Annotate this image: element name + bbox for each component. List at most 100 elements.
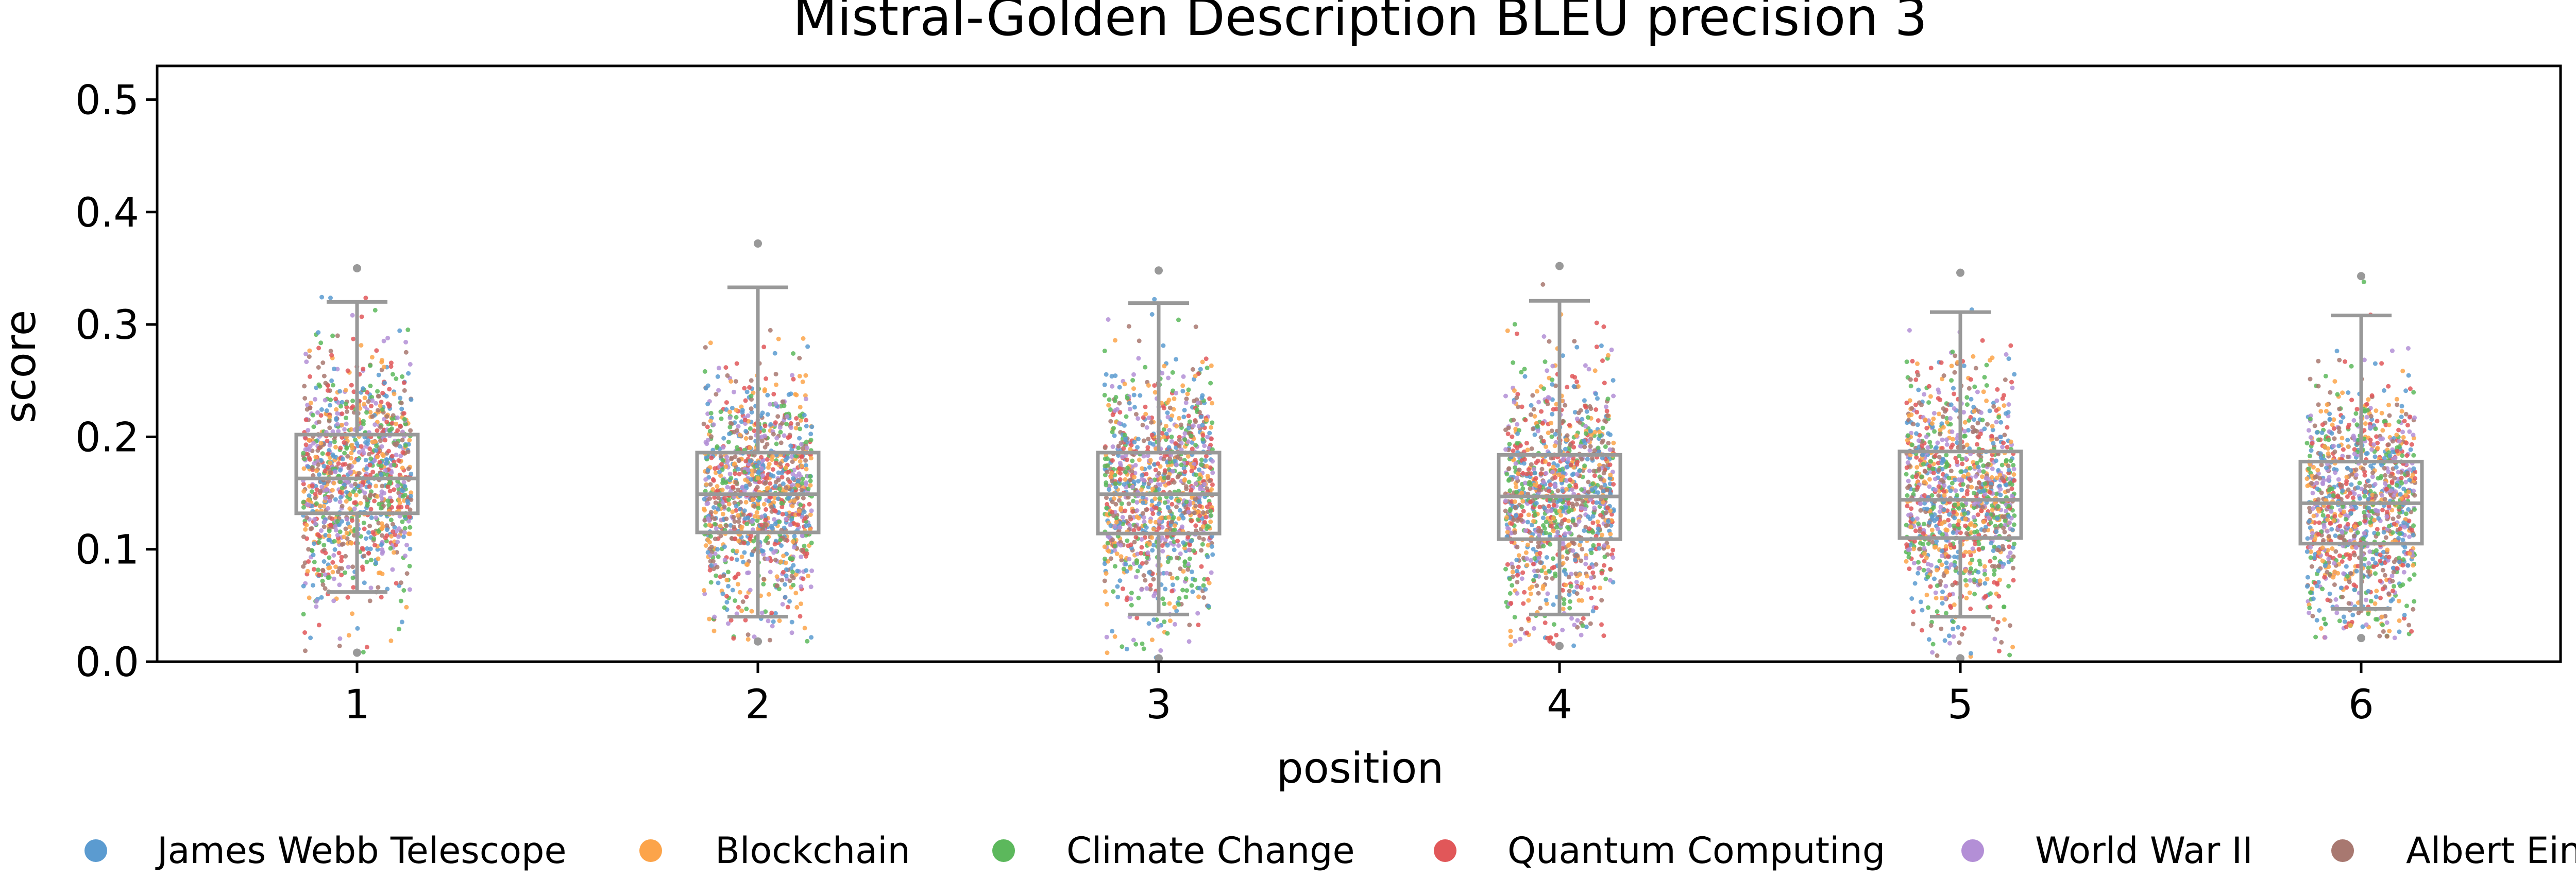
strip-point [1182, 431, 1188, 436]
strip-point [1182, 408, 1187, 413]
strip-point [1184, 484, 1189, 489]
strip-point [1142, 478, 1147, 483]
strip-point [792, 468, 796, 473]
strip-point [776, 336, 781, 341]
strip-point [1136, 479, 1141, 484]
strip-point [1545, 368, 1550, 373]
strip-point [1117, 401, 1122, 406]
strip-point [1123, 438, 1128, 443]
strip-point [308, 526, 313, 531]
strip-point [1586, 479, 1591, 485]
strip-point [1956, 506, 1961, 511]
strip-point [1514, 558, 1519, 562]
strip-point [339, 555, 344, 560]
strip-point [743, 516, 748, 521]
strip-point [303, 527, 308, 532]
strip-point [1131, 479, 1137, 485]
strip-point [759, 523, 765, 527]
strip-point [1104, 634, 1109, 640]
strip-point [775, 414, 781, 419]
strip-point [717, 470, 722, 475]
strip-point [1520, 570, 1526, 575]
strip-point [760, 473, 765, 478]
strip-point [702, 496, 707, 502]
strip-point [730, 588, 735, 593]
strip-point [315, 532, 320, 537]
strip-point [779, 501, 784, 506]
strip-point [1549, 434, 1554, 439]
strip-point [2007, 623, 2012, 628]
strip-point [1580, 498, 1585, 504]
strip-point [337, 499, 343, 505]
strip-point [388, 517, 394, 523]
strip-point [1182, 560, 1188, 565]
strip-point [774, 583, 779, 589]
strip-point [1541, 479, 1546, 485]
strip-point [726, 507, 731, 512]
strip-point [1602, 381, 1607, 386]
strip-point [302, 384, 307, 389]
strip-point [1162, 500, 1167, 505]
strip-point [1144, 507, 1148, 512]
strip-point [1149, 535, 1155, 540]
strip-point [1545, 509, 1550, 514]
strip-point [338, 404, 343, 409]
strip-point [1577, 572, 1582, 577]
strip-point [1109, 478, 1114, 484]
strip-point [1600, 425, 1605, 430]
strip-point [1196, 424, 1201, 429]
strip-point [1140, 561, 1145, 566]
strip-point [1582, 398, 1587, 403]
strip-point [395, 441, 400, 446]
strip-point [1998, 420, 2004, 425]
strip-point [1549, 524, 1554, 529]
strip-point [1113, 338, 1117, 343]
strip-point [318, 413, 324, 418]
strip-point [1124, 414, 1129, 419]
strip-point [389, 498, 394, 504]
strip-point [381, 365, 386, 370]
strip-point [1172, 547, 1177, 553]
strip-point [1205, 474, 1210, 479]
strip-point [1506, 425, 1511, 430]
strip-point [1947, 641, 1952, 646]
strip-point [1596, 542, 1601, 547]
strip-point [328, 349, 333, 354]
strip-point [313, 521, 318, 526]
strip-point [1199, 564, 1204, 569]
strip-point [1590, 609, 1596, 614]
strip-point [321, 524, 327, 529]
strip-point [1169, 434, 1174, 439]
strip-point [1112, 634, 1117, 639]
strip-point [720, 480, 725, 486]
strip-point [407, 514, 412, 520]
strip-point [327, 415, 332, 420]
strip-point [1536, 591, 1541, 596]
strip-point [375, 494, 380, 499]
strip-point [1522, 457, 1527, 462]
strip-point [726, 439, 731, 444]
strip-point [1110, 499, 1115, 505]
strip-point [1519, 576, 1524, 581]
strip-point [1985, 422, 1990, 427]
strip-point [1189, 488, 1194, 493]
strip-point [1549, 456, 1554, 461]
strip-point [1538, 560, 1543, 565]
strip-point [1909, 506, 1914, 511]
strip-point [318, 489, 323, 494]
strip-point [1515, 431, 1520, 436]
strip-point [1964, 531, 1969, 536]
strip-point [1561, 471, 1566, 476]
strip-point [1162, 468, 1167, 473]
strip-point [370, 530, 375, 535]
strip-point [1185, 391, 1190, 396]
strip-point [329, 494, 334, 499]
strip-point [2006, 356, 2011, 361]
strip-point [756, 470, 761, 475]
strip-point [385, 484, 391, 489]
strip-point [750, 497, 755, 503]
strip-point [724, 516, 729, 522]
strip-point [1572, 623, 1577, 628]
strip-point [319, 458, 324, 463]
strip-point [333, 497, 338, 502]
